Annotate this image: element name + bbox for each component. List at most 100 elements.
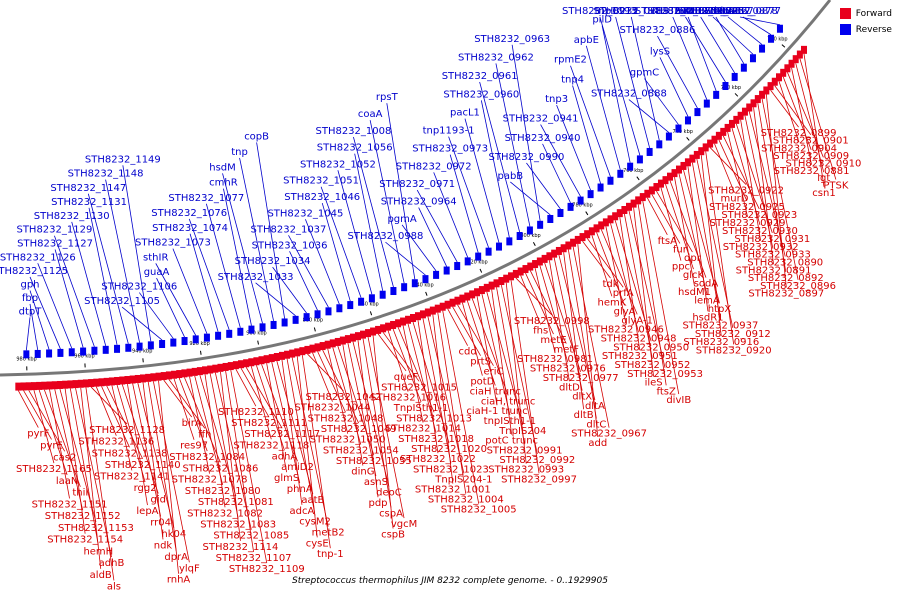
- forward-leader-line: [322, 349, 360, 424]
- reverse-leader-line: [644, 78, 679, 125]
- reverse-leader-line: [385, 241, 426, 276]
- forward-gene-label-sth8232-1085: STH8232_1085: [213, 531, 289, 542]
- forward-leader-line: [250, 366, 272, 440]
- forward-gene-label-fur: fur: [673, 244, 688, 255]
- forward-gene-sth8232-0891: [750, 99, 757, 108]
- forward-gene-label-sth8232-1117: STH8232_1117: [244, 429, 320, 440]
- forward-gene-sth8232-0899: [767, 82, 774, 91]
- forward-leader-line: [505, 282, 527, 464]
- reverse-gene-label-sth8232-0962: STH8232_0962: [458, 52, 534, 63]
- forward-gene-label-sth8232-1107: STH8232_1107: [216, 553, 292, 564]
- forward-gene-label-sth8232-0976: STH8232_0976: [530, 363, 606, 374]
- forward-gene-label-lema: lemA: [694, 296, 720, 307]
- forward-gene-label-sth8232-0933: STH8232_0933: [735, 250, 811, 261]
- forward-leader-line: [714, 143, 735, 193]
- forward-gene-dltb: [560, 244, 567, 253]
- forward-gene-label-ciah-trunc: ciaH, trunc: [481, 396, 536, 407]
- reverse-gene-rpst: [411, 279, 418, 288]
- reverse-leader-line: [742, 16, 772, 36]
- forward-gene-label-rnha: rnhA: [167, 575, 191, 586]
- forward-gene-label-deoc: deoC: [376, 488, 402, 499]
- forward-gene-label-metb2: metB2: [312, 528, 345, 539]
- reverse-gene-label-apbe: apbE: [574, 35, 599, 46]
- forward-leader-line: [402, 325, 424, 423]
- forward-gene-label-pdp: pdp: [368, 498, 387, 509]
- forward-gene-potd: [459, 294, 466, 303]
- forward-gene-label-sth8232-0981: STH8232_0981: [517, 354, 593, 365]
- reverse-leader-line: [188, 218, 230, 330]
- reverse-gene-sth8232-1147: [125, 343, 132, 352]
- forward-gene-label-sth8232-1165: STH8232_1165: [16, 464, 92, 475]
- forward-gene-label-gid: gid: [151, 495, 166, 506]
- forward-leader-line: [43, 389, 81, 487]
- forward-gene-label-sth8232-0946: STH8232_0946: [588, 324, 664, 335]
- forward-gene-cyse: [294, 348, 301, 357]
- forward-leader-line: [230, 369, 268, 564]
- forward-gene-label-pyre: pyrE: [40, 440, 63, 451]
- forward-gene-label-sth8232-0930: STH8232_0930: [722, 226, 798, 237]
- forward-leader-line: [577, 243, 599, 437]
- forward-gene-sth8232-1015: [380, 324, 387, 333]
- forward-gene-cspa: [360, 330, 367, 339]
- forward-leader-line: [534, 267, 556, 354]
- forward-leader-line: [127, 383, 148, 506]
- forward-gene-hsdr1: [684, 158, 691, 167]
- forward-gene-label-sth8232-1141: STH8232_1141: [94, 471, 170, 482]
- forward-gene-label-add: add: [588, 438, 607, 449]
- forward-leader-line: [563, 252, 585, 410]
- forward-gene-aatb: [273, 353, 280, 362]
- reverse-leader-line: [700, 16, 736, 74]
- forward-gene-label-ffh: ffh: [198, 429, 211, 440]
- reverse-gene-label-sth8232-1052: STH8232_1052: [300, 159, 376, 170]
- reverse-leader-line: [239, 157, 274, 322]
- reverse-leader-line: [272, 266, 307, 314]
- reverse-gene-label-sth8232-0940: STH8232_0940: [505, 133, 581, 144]
- forward-gene-label-sth8232-1014: STH8232_1014: [385, 424, 461, 435]
- reverse-leader-line: [657, 35, 698, 109]
- forward-gene-tnpis204: [483, 283, 490, 292]
- reverse-gene-arrows: [23, 24, 783, 359]
- forward-gene-label-dpr: dpr: [684, 253, 702, 264]
- forward-gene-sth8232-0992: [498, 277, 505, 286]
- forward-leader-line: [476, 296, 498, 406]
- forward-gene-ndk: [140, 374, 147, 383]
- forward-leader-line: [357, 340, 379, 498]
- reverse-gene-sth8232-0889: [656, 140, 663, 149]
- forward-gene-label-sth8232-1001: STH8232_1001: [415, 485, 491, 496]
- forward-leader-line: [111, 385, 133, 471]
- forward-leader-line: [525, 272, 554, 335]
- forward-gene-label-tnpis204: TnpIS204: [498, 426, 546, 437]
- reverse-gene-sth8232-0941: [577, 196, 584, 205]
- forward-gene-amid2: [258, 356, 265, 365]
- reverse-leader-line: [570, 65, 611, 177]
- forward-gene-sth8232-1055: [334, 337, 341, 346]
- reverse-gene-label-sth8232-1131: STH8232_1131: [51, 197, 127, 208]
- forward-gene-sth8232-0952: [621, 206, 628, 215]
- forward-gene-label-sth8232-1114: STH8232_1114: [203, 542, 279, 553]
- forward-gene-sth8232-1152: [51, 381, 58, 390]
- forward-gene-tnpisth1-1: [390, 320, 397, 329]
- forward-gene-sth8232-1054: [329, 339, 336, 348]
- forward-leader-line: [291, 357, 329, 527]
- forward-gene-label-sth8232-1153: STH8232_1153: [58, 523, 134, 534]
- forward-leader-line: [209, 373, 239, 519]
- reverse-gene-sth8232-1036: [314, 310, 321, 319]
- forward-leader-line: [367, 337, 405, 519]
- forward-gene-label-ciah-trunc: ciaH trunc: [470, 387, 521, 398]
- forward-leader-line: [582, 240, 611, 279]
- forward-gene-label-potd: potD: [470, 377, 494, 388]
- forward-gene-label-sth8232-1023: STH8232_1023: [413, 464, 489, 475]
- forward-gene-label-tnpisth1-1: TnpISth1-1: [393, 403, 449, 414]
- reverse-gene-sth8232-1148: [136, 342, 143, 351]
- reverse-gene-sth8232-1051: [358, 297, 365, 306]
- reverse-gene-hsdm: [259, 323, 266, 332]
- reverse-gene-pild: [627, 162, 634, 171]
- strand-legend: Forward Reverse: [839, 8, 892, 40]
- forward-gene-label-sth8232-1078: STH8232_1078: [172, 475, 248, 486]
- forward-gene-deoc: [349, 333, 356, 342]
- reverse-gene-label-pabb: pabB: [497, 171, 523, 182]
- reverse-leader-line: [337, 170, 373, 295]
- forward-leader-line: [64, 388, 86, 534]
- forward-gene-label-mete: metE: [540, 335, 566, 346]
- reverse-gene-label-sth8232-1077: STH8232_1077: [168, 193, 244, 204]
